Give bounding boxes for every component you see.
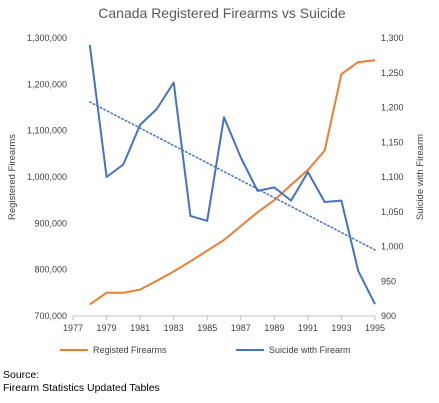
source-text: Firearm Statistics Updated Tables bbox=[3, 382, 160, 394]
legend-label: Registed Firearms bbox=[93, 345, 167, 355]
left-tick-label: 1,000,000 bbox=[27, 172, 67, 182]
trendline bbox=[89, 101, 376, 251]
x-tick-label: 1987 bbox=[231, 323, 251, 333]
left-tick-label: 800,000 bbox=[34, 265, 67, 275]
legend: Registed Firearms Suicide with Firearm bbox=[60, 345, 351, 355]
right-axis-ticks: 900 950 1,000 1,050 1,100 1,150 1,200 1,250 1,30… bbox=[381, 33, 404, 321]
x-tick-label: 1977 bbox=[63, 323, 83, 333]
left-axis-ticks: 700,000 800,000 900,000 1,000,000 1,100,000 1… bbox=[27, 33, 67, 321]
source-label: Source: bbox=[3, 369, 40, 381]
left-tick-label: 900,000 bbox=[34, 218, 67, 228]
left-tick-label: 700,000 bbox=[34, 311, 67, 321]
right-tick-label: 950 bbox=[381, 276, 396, 286]
series-line-suicide-with-firearm bbox=[88, 44, 376, 305]
right-tick-label: 900 bbox=[381, 311, 396, 321]
plot-area bbox=[88, 44, 376, 306]
left-tick-label: 1,100,000 bbox=[27, 126, 67, 136]
x-tick-label: 1979 bbox=[97, 323, 117, 333]
x-tick-label: 1981 bbox=[130, 323, 150, 333]
chart: Canada Registered Firearms vs Suicide 70… bbox=[7, 5, 426, 355]
left-tick-label: 1,200,000 bbox=[27, 79, 67, 89]
series-line-registed-firearms bbox=[89, 59, 376, 306]
x-tick-label: 1991 bbox=[298, 323, 318, 333]
x-axis-ticks: 1977 1979 1981 1983 1985 1987 1989 1991 1993 1995 bbox=[63, 323, 385, 333]
right-tick-label: 1,100 bbox=[381, 172, 404, 182]
right-tick-label: 1,050 bbox=[381, 207, 404, 217]
right-tick-label: 1,150 bbox=[381, 137, 404, 147]
x-tick-label: 1993 bbox=[331, 323, 351, 333]
right-axis-label: Suicide with Firearm bbox=[415, 134, 426, 220]
right-tick-label: 1,250 bbox=[381, 68, 404, 78]
legend-label: Suicide with Firearm bbox=[269, 345, 351, 355]
right-tick-label: 1,300 bbox=[381, 33, 404, 43]
chart-title: Canada Registered Firearms vs Suicide bbox=[98, 5, 346, 21]
x-tick-label: 1983 bbox=[164, 323, 184, 333]
right-tick-label: 1,200 bbox=[381, 103, 404, 113]
left-tick-label: 1,300,000 bbox=[27, 33, 67, 43]
x-tick-label: 1989 bbox=[264, 323, 284, 333]
axes bbox=[72, 315, 376, 320]
left-axis-label: Registered Firearms bbox=[7, 134, 18, 220]
x-tick-label: 1995 bbox=[365, 323, 385, 333]
right-tick-label: 1,000 bbox=[381, 242, 404, 252]
x-tick-label: 1985 bbox=[197, 323, 217, 333]
